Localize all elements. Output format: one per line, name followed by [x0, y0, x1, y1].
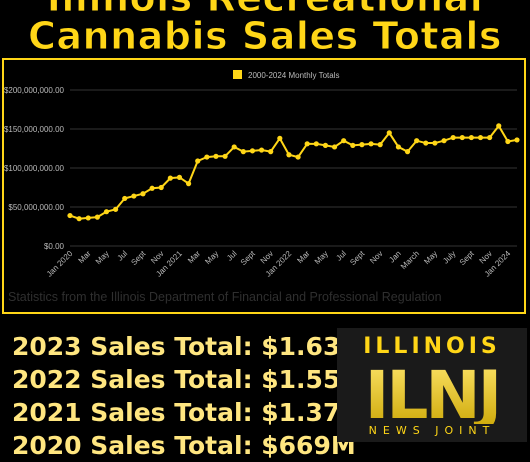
data-point-38 [414, 138, 420, 144]
x-tick-label-15: Jul [334, 249, 348, 263]
data-point-24 [286, 152, 292, 158]
x-tick-label-20: May [422, 249, 439, 266]
data-point-45 [477, 134, 484, 141]
data-point-31 [350, 142, 356, 148]
data-point-43 [459, 134, 465, 141]
x-tick-label-21: July [441, 249, 457, 265]
ilnj-logo: ILLINOIS ILNJ NEWS JOINT [337, 328, 527, 442]
data-point-17 [222, 153, 228, 159]
x-tick-label-13: Mar [295, 249, 311, 265]
x-tick-label-8: May [203, 249, 220, 266]
data-point-5 [113, 206, 119, 212]
title-line-2: Cannabis Sales Totals [28, 14, 502, 58]
line-chart: $0.00 $50,000,000.00 $100,000,000.00 $150,0… [4, 70, 520, 279]
x-tick-label-3: Jul [116, 249, 130, 263]
legend-label: 2000-2024 Monthly Totals [248, 71, 339, 80]
logo-bottom-text: NEWS JOINT [368, 424, 496, 437]
x-tick-label-14: May [313, 249, 330, 266]
logo-monogram: ILNJ [365, 360, 502, 424]
y-tick-label-2: $100,000,000.00 [4, 164, 65, 173]
data-point-30 [341, 138, 347, 144]
x-tick-label-19: March [399, 249, 421, 271]
data-point-9 [149, 185, 155, 191]
data-point-37 [404, 149, 411, 155]
x-tick-label-10: Sept [239, 249, 258, 268]
data-point-33 [368, 141, 374, 147]
data-point-32 [359, 142, 365, 148]
data-point-40 [432, 140, 438, 146]
total-2022: 2022 Sales Total: $1.55B [12, 365, 360, 394]
data-point-48 [505, 138, 511, 145]
x-tick-label-16: Sept [348, 249, 367, 268]
total-2021: 2021 Sales Total: $1.37B [12, 398, 360, 427]
chart-panel [2, 58, 526, 314]
data-point-1 [76, 216, 82, 222]
x-tick-label-2: May [94, 249, 111, 266]
logo-monogram-text: ILNJ [365, 360, 499, 424]
data-point-25 [295, 154, 301, 160]
title-line-1: Illinois Recreational [0, 0, 530, 19]
data-point-35 [386, 130, 392, 136]
x-tick-label-4: Sept [129, 249, 148, 268]
data-point-23 [277, 135, 283, 141]
data-point-19 [240, 149, 246, 155]
data-point-26 [304, 141, 310, 147]
data-point-6 [122, 195, 128, 202]
data-point-49 [514, 137, 520, 143]
data-point-20 [249, 148, 256, 154]
data-point-7 [131, 193, 137, 199]
logo-top-text: ILLINOIS [363, 334, 501, 359]
x-tick-label-9: Jul [225, 249, 239, 263]
data-point-22 [268, 149, 274, 155]
data-point-46 [487, 134, 493, 141]
y-tick-label-4: $200,000,000.00 [4, 86, 65, 95]
total-2023: 2023 Sales Total: $1.63B [12, 332, 360, 361]
series-line-0 [69, 124, 518, 220]
data-point-47 [496, 123, 502, 129]
x-tick-label-17: Nov [368, 249, 384, 265]
y-tick-label-0: $0.00 [44, 242, 65, 251]
legend-swatch [233, 70, 242, 79]
data-point-27 [313, 141, 319, 147]
data-point-2 [85, 215, 91, 221]
x-tick-label-1: Mar [77, 249, 93, 265]
data-point-21 [258, 147, 265, 153]
data-point-18 [231, 144, 237, 150]
data-point-15 [204, 154, 210, 160]
data-point-39 [423, 140, 429, 146]
data-point-36 [395, 144, 402, 150]
data-point-42 [450, 134, 456, 141]
total-2020: 2020 Sales Total: $669M [12, 431, 356, 460]
data-point-34 [377, 142, 383, 148]
x-tick-label-22: Sept [458, 249, 477, 268]
data-point-3 [94, 214, 100, 220]
data-point-44 [468, 134, 474, 141]
data-point-29 [331, 144, 338, 150]
data-point-14 [195, 158, 201, 164]
data-point-16 [213, 153, 219, 159]
data-point-8 [140, 191, 146, 197]
data-point-28 [322, 142, 329, 148]
source-note: Statistics from the Illinois Department … [8, 290, 442, 304]
data-point-0 [67, 212, 73, 219]
sales-totals: 2023 Sales Total: $1.63B 2022 Sales Tota… [12, 330, 359, 462]
data-point-4 [103, 209, 110, 215]
x-tick-label-7: Mar [186, 249, 202, 265]
data-point-13 [185, 181, 192, 187]
y-tick-label-3: $150,000,000.00 [4, 125, 65, 134]
data-point-12 [176, 174, 183, 180]
x-tick-label-0: Jan 2020 [45, 249, 75, 279]
data-point-11 [167, 175, 173, 181]
data-point-10 [158, 184, 164, 191]
data-point-41 [441, 138, 447, 144]
y-tick-label-1: $50,000,000.00 [8, 203, 64, 212]
